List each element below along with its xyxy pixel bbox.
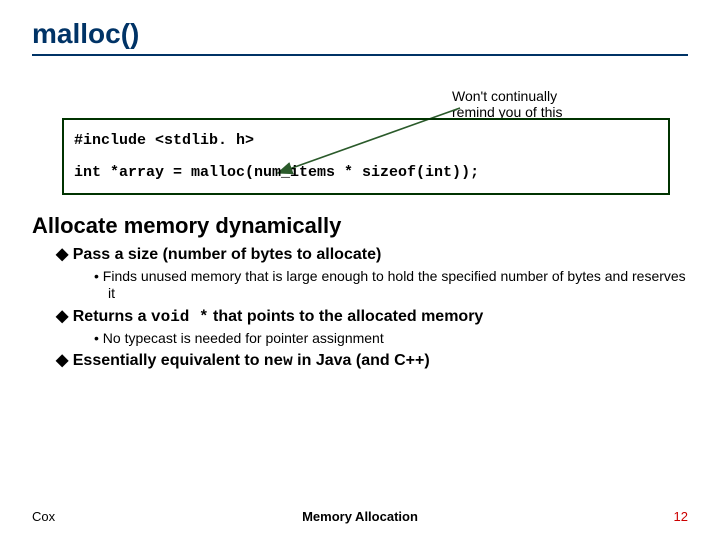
code-line-include: #include <stdlib. h> [74, 128, 658, 154]
bullet-text-a: Essentially equivalent to [73, 352, 264, 369]
bullet-text: Finds unused memory that is large enough… [103, 268, 686, 302]
annotation-line1: Won't continually [452, 88, 557, 104]
bullet-text: Pass a size (number of bytes to allocate… [73, 246, 382, 263]
footer-pagenum: 12 [674, 509, 688, 524]
code-box: #include <stdlib. h> int *array = malloc… [62, 118, 670, 195]
bullet-finds-memory: • Finds unused memory that is large enou… [94, 268, 688, 303]
title-rule [32, 54, 688, 56]
bullet-text-b: that points to the allocated memory [209, 308, 484, 325]
bullet-marker: ◆ [56, 352, 73, 369]
bullet-no-typecast: • No typecast is needed for pointer assi… [94, 330, 688, 348]
bullet-text: No typecast is needed for pointer assign… [103, 330, 384, 346]
footer-title: Memory Allocation [0, 509, 720, 524]
bullet-marker: ◆ [56, 246, 73, 263]
bullet-mono: void * [151, 308, 209, 326]
slide-title: malloc() [32, 18, 688, 50]
bullet-returns-void: ◆ Returns a void * that points to the al… [56, 307, 688, 328]
bullet-mono: new [264, 352, 293, 370]
bullet-pass-size: ◆ Pass a size (number of bytes to alloca… [56, 245, 688, 266]
bullet-marker: ◆ [56, 308, 73, 325]
annotation-text: Won't continually remind you of this [452, 88, 563, 120]
bullet-marker: • [94, 268, 103, 284]
bullet-text-b: in Java (and C++) [293, 352, 430, 369]
bullet-marker: • [94, 330, 103, 346]
code-line-malloc: int *array = malloc(num_items * sizeof(i… [74, 160, 658, 186]
bullet-equivalent-new: ◆ Essentially equivalent to new in Java … [56, 351, 688, 372]
bullet-text-a: Returns a [73, 308, 151, 325]
section-heading: Allocate memory dynamically [32, 213, 688, 239]
